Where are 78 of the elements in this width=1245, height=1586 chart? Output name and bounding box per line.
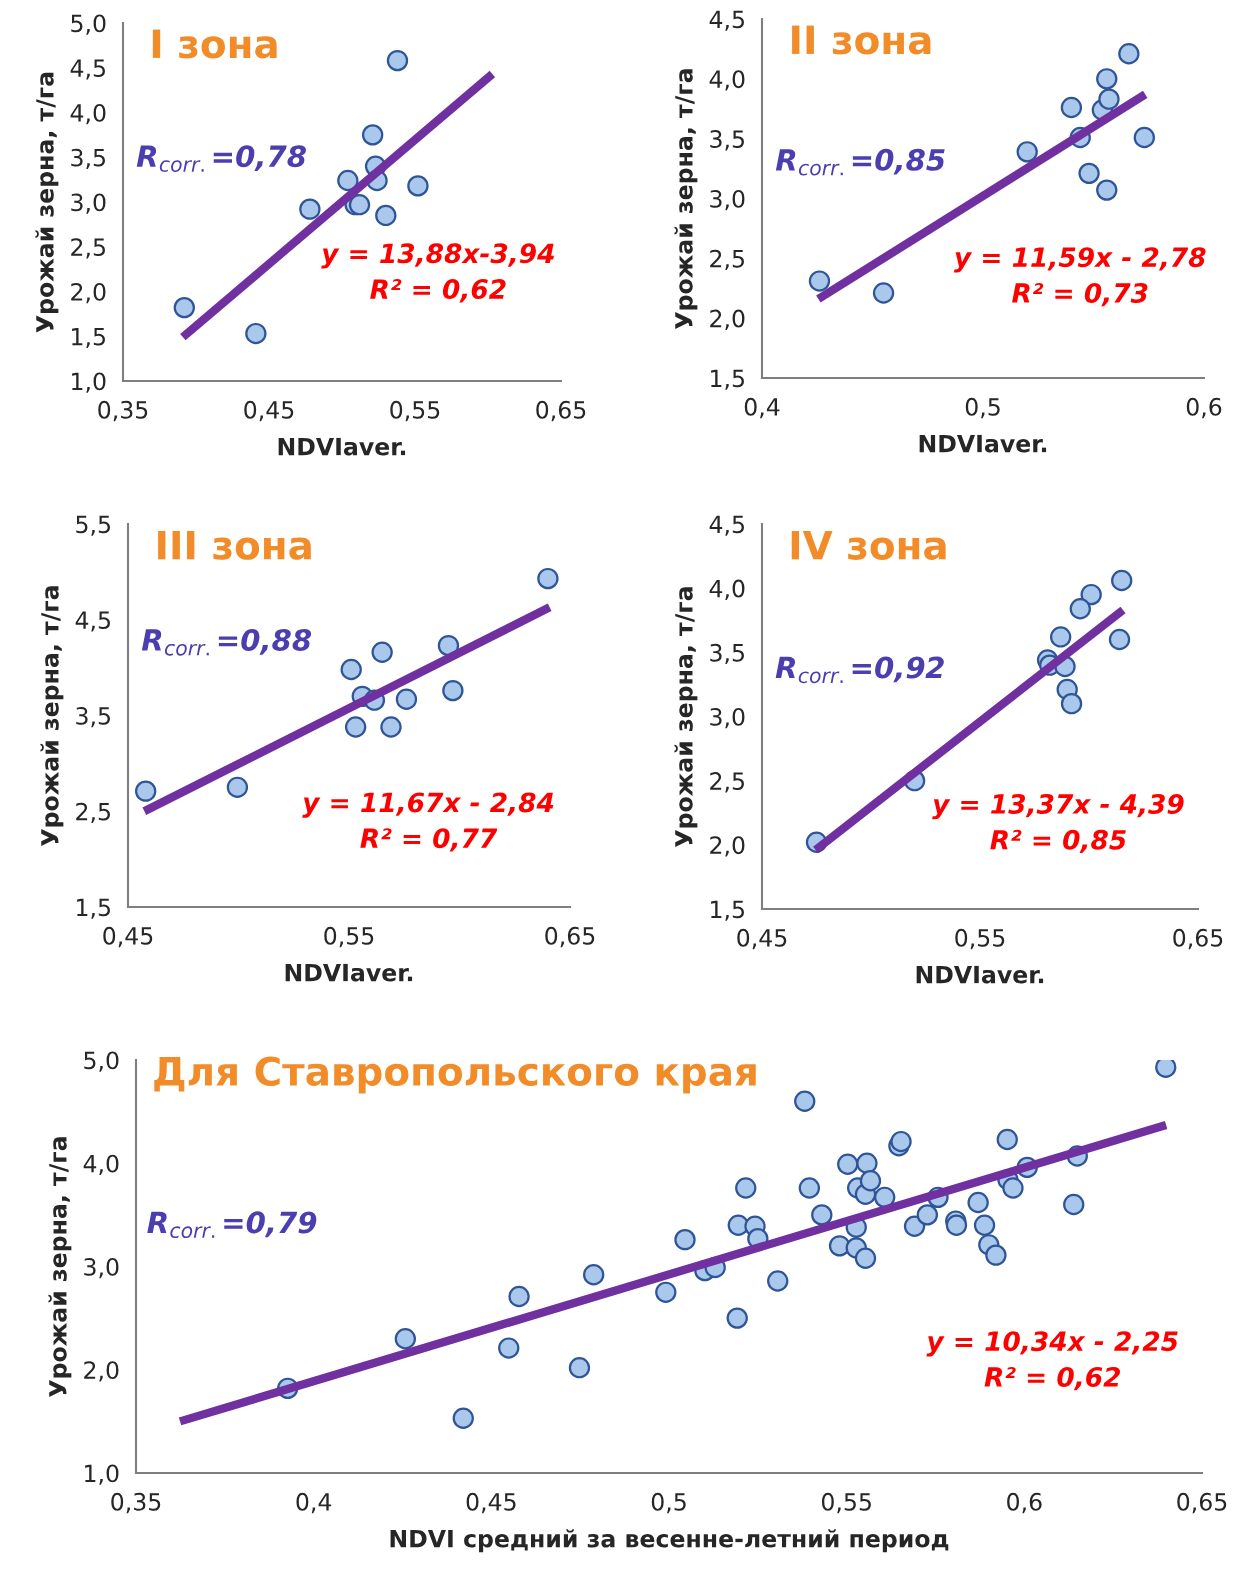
x-tick-label: 0,4 — [296, 1492, 332, 1514]
y-tick-label: 1,5 — [711, 900, 744, 921]
y-axis-title: Урожай зерна, т/га — [40, 586, 64, 846]
y-tick-label: 5,0 — [71, 14, 106, 35]
chart-title: IV зона — [791, 530, 946, 560]
chart-title: III зона — [158, 530, 311, 560]
y-tick-label: 1,5 — [72, 328, 105, 348]
chart-title: I зона — [152, 29, 277, 59]
annotation: R$_{corr.}$=0,85 — [775, 148, 945, 176]
y-tick-label: 2,0 — [710, 836, 745, 857]
x-tick-label: 0,65 — [536, 400, 586, 422]
y-tick-label: 2,5 — [71, 238, 105, 259]
y-tick-label: 4,5 — [709, 515, 744, 536]
y-tick-label: 2,0 — [84, 1361, 119, 1382]
y-tick-label: 3,5 — [76, 706, 110, 728]
y-tick-label: 4,0 — [70, 103, 106, 125]
x-tick-label: 0,6 — [1186, 397, 1222, 419]
y-tick-label: 3,5 — [710, 643, 744, 665]
x-axis-title: NDVIaver. — [278, 437, 406, 456]
y-tick-label: 4,5 — [709, 10, 744, 31]
y-tick-label: 4,0 — [83, 1154, 119, 1175]
y-tick-label: 4,5 — [75, 611, 110, 632]
y-axis-title: Урожай зерна, т/га — [674, 587, 698, 847]
x-tick-label: 0,55 — [821, 1492, 871, 1514]
x-tick-label: 0,55 — [324, 926, 374, 948]
y-axis-title: Урожай зерна, т/га — [48, 1137, 72, 1397]
y-tick-label: 4,0 — [709, 579, 745, 600]
y-tick-label: 2,0 — [71, 282, 106, 304]
x-tick-label: 0,55 — [390, 400, 440, 422]
chart-title: II зона — [792, 25, 931, 55]
x-tick-label: 0,6 — [1007, 1492, 1042, 1514]
annotation: R$_{corr.}$=0,92 — [775, 656, 944, 684]
y-tick-label: 3,0 — [710, 189, 745, 211]
chart-title: Для Ставропольского края — [154, 1056, 756, 1094]
annotation: y = 13,37x - 4,39 R² = 0,85 — [932, 794, 1184, 854]
y-tick-label: 3,5 — [71, 148, 105, 169]
x-tick-label: 0,65 — [1177, 1492, 1227, 1514]
y-tick-label: 1,0 — [72, 372, 106, 393]
y-tick-label: 2,5 — [76, 802, 110, 823]
x-axis-title: NDVIaver. — [919, 434, 1047, 453]
y-tick-label: 2,0 — [710, 309, 745, 330]
x-tick-label: 0,45 — [244, 400, 294, 422]
x-tick-label: 0,45 — [466, 1492, 516, 1514]
y-axis-title: Урожай зерна, т/га — [674, 69, 698, 329]
x-tick-label: 0,5 — [651, 1492, 686, 1514]
x-axis-title: NDVIaver. — [285, 963, 413, 982]
y-tick-label: 3,5 — [710, 130, 744, 151]
annotation: y = 11,59x - 2,78 R² = 0,73 — [953, 247, 1206, 307]
annotation: y = 10,34x - 2,25 R² = 0,62 — [926, 1331, 1178, 1391]
y-tick-label: 5,0 — [84, 1051, 119, 1072]
y-tick-label: 3,0 — [71, 193, 106, 214]
y-tick-label: 1,5 — [711, 369, 744, 390]
y-tick-label: 5,5 — [76, 515, 110, 536]
y-tick-label: 2,5 — [710, 772, 744, 793]
y-tick-label: 4,5 — [70, 59, 105, 80]
annotation: R$_{corr.}$=0,79 — [147, 1211, 317, 1239]
y-tick-label: 1,5 — [77, 898, 110, 919]
annotation: R$_{corr.}$=0,78 — [136, 145, 306, 172]
x-tick-label: 0,45 — [103, 926, 153, 948]
x-tick-label: 0,35 — [98, 400, 148, 422]
x-axis-title: NDVI средний за весенне-летний период — [390, 1529, 949, 1553]
annotation: y = 11,67x - 2,84 R² = 0,77 — [302, 792, 554, 852]
x-tick-label: 0,65 — [1173, 928, 1223, 950]
x-tick-label: 0,55 — [955, 928, 1005, 950]
y-axis-title: Урожай зерна, т/га — [35, 72, 59, 333]
x-tick-label: 0,65 — [545, 926, 595, 948]
x-tick-label: 0,35 — [111, 1492, 161, 1514]
y-tick-label: 4,0 — [709, 70, 745, 91]
annotation: y = 13,88x-3,94 R² = 0,62 — [321, 243, 554, 303]
annotation: R$_{corr.}$=0,88 — [141, 628, 312, 656]
y-tick-label: 2,5 — [710, 249, 744, 271]
y-tick-label: 3,0 — [710, 707, 745, 729]
x-tick-label: 0,45 — [737, 928, 787, 950]
y-tick-label: 3,0 — [84, 1257, 119, 1279]
x-axis-title: NDVIaver. — [916, 965, 1044, 984]
x-tick-label: 0,4 — [744, 397, 780, 419]
y-tick-label: 1,0 — [85, 1464, 119, 1485]
x-tick-label: 0,5 — [965, 397, 1000, 419]
